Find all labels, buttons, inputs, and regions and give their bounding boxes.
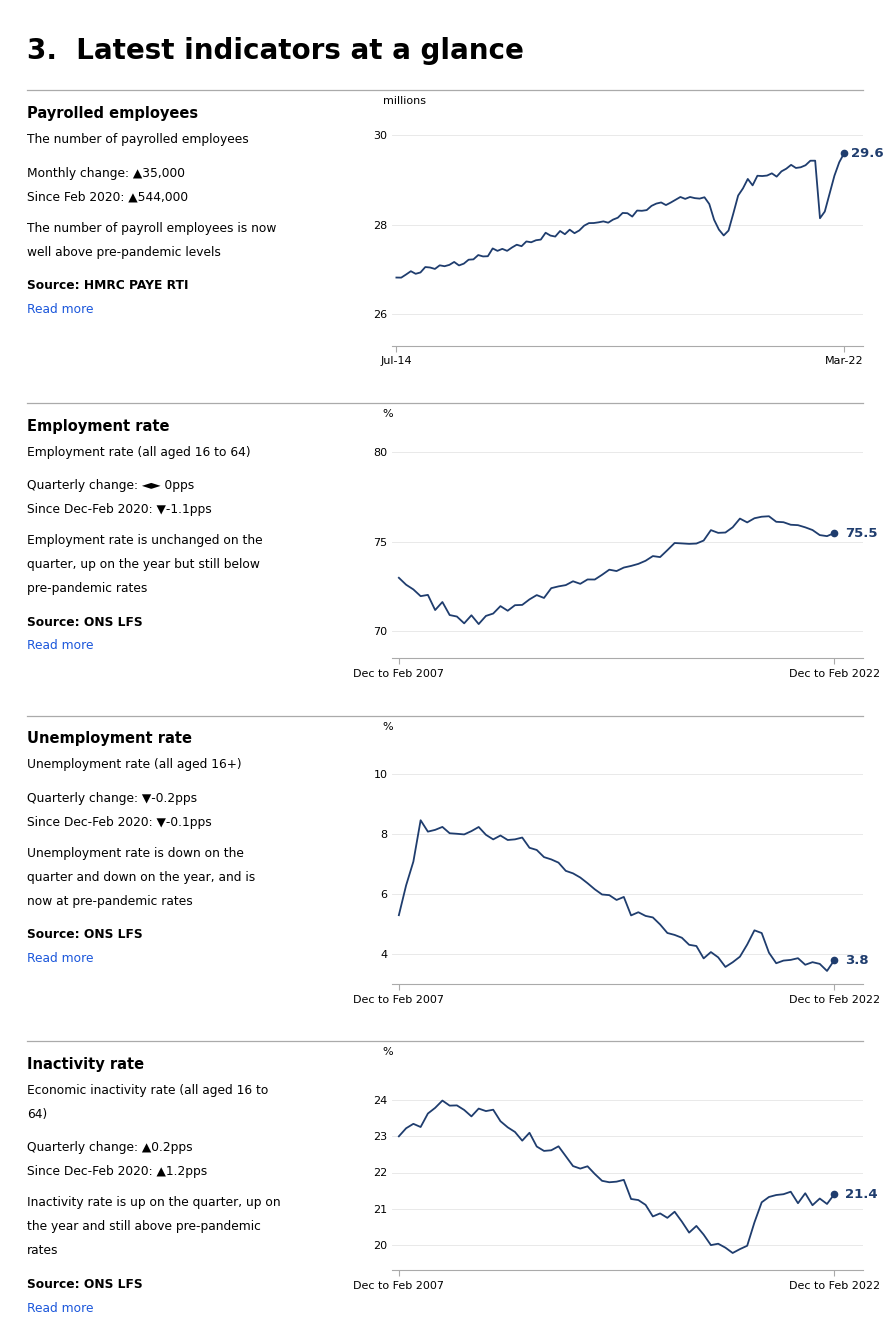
Text: Employment rate: Employment rate bbox=[27, 419, 169, 434]
Text: Read more: Read more bbox=[27, 1302, 93, 1315]
Text: Since Dec-Feb 2020: ▼-1.1pps: Since Dec-Feb 2020: ▼-1.1pps bbox=[27, 503, 212, 516]
Text: Unemployment rate (all aged 16+): Unemployment rate (all aged 16+) bbox=[27, 758, 241, 771]
Text: Quarterly change: ▼-0.2pps: Quarterly change: ▼-0.2pps bbox=[27, 791, 197, 805]
Text: quarter and down on the year, and is: quarter and down on the year, and is bbox=[27, 871, 255, 883]
Text: Unemployment rate is down on the: Unemployment rate is down on the bbox=[27, 847, 244, 859]
Text: quarter, up on the year but still below: quarter, up on the year but still below bbox=[27, 559, 260, 571]
Text: well above pre-pandemic levels: well above pre-pandemic levels bbox=[27, 246, 221, 258]
Text: Source: ONS LFS: Source: ONS LFS bbox=[27, 616, 142, 629]
Text: Since Dec-Feb 2020: ▲1.2pps: Since Dec-Feb 2020: ▲1.2pps bbox=[27, 1165, 207, 1178]
Text: Payrolled employees: Payrolled employees bbox=[27, 106, 198, 121]
Text: the year and still above pre-pandemic: the year and still above pre-pandemic bbox=[27, 1221, 261, 1233]
Text: Quarterly change: ▲0.2pps: Quarterly change: ▲0.2pps bbox=[27, 1141, 192, 1154]
Text: Source: HMRC PAYE RTI: Source: HMRC PAYE RTI bbox=[27, 279, 188, 293]
Text: The number of payroll employees is now: The number of payroll employees is now bbox=[27, 222, 276, 234]
Text: Source: ONS LFS: Source: ONS LFS bbox=[27, 928, 142, 942]
Text: The number of payrolled employees: The number of payrolled employees bbox=[27, 133, 248, 146]
Text: millions: millions bbox=[383, 96, 425, 106]
Text: Unemployment rate: Unemployment rate bbox=[27, 732, 191, 746]
Text: Since Dec-Feb 2020: ▼-0.1pps: Since Dec-Feb 2020: ▼-0.1pps bbox=[27, 815, 212, 829]
Text: Read more: Read more bbox=[27, 640, 93, 653]
Text: %: % bbox=[383, 408, 393, 419]
Text: Read more: Read more bbox=[27, 952, 93, 966]
Text: Economic inactivity rate (all aged 16 to: Economic inactivity rate (all aged 16 to bbox=[27, 1084, 268, 1097]
Text: Since Feb 2020: ▲544,000: Since Feb 2020: ▲544,000 bbox=[27, 190, 188, 203]
Text: 3.  Latest indicators at a glance: 3. Latest indicators at a glance bbox=[27, 37, 523, 65]
Text: 64): 64) bbox=[27, 1108, 47, 1121]
Text: rates: rates bbox=[27, 1245, 58, 1257]
Text: Quarterly change: ◄► 0pps: Quarterly change: ◄► 0pps bbox=[27, 479, 194, 492]
Text: now at pre-pandemic rates: now at pre-pandemic rates bbox=[27, 895, 192, 907]
Text: Source: ONS LFS: Source: ONS LFS bbox=[27, 1278, 142, 1291]
Text: Read more: Read more bbox=[27, 303, 93, 317]
Text: 29.6: 29.6 bbox=[851, 146, 884, 160]
Text: Inactivity rate is up on the quarter, up on: Inactivity rate is up on the quarter, up… bbox=[27, 1197, 280, 1209]
Text: Employment rate (all aged 16 to 64): Employment rate (all aged 16 to 64) bbox=[27, 446, 250, 459]
Text: 3.8: 3.8 bbox=[846, 954, 869, 967]
Text: Inactivity rate: Inactivity rate bbox=[27, 1057, 144, 1072]
Text: Employment rate is unchanged on the: Employment rate is unchanged on the bbox=[27, 535, 263, 547]
Text: 21.4: 21.4 bbox=[846, 1188, 878, 1201]
Text: 75.5: 75.5 bbox=[846, 527, 878, 540]
Text: %: % bbox=[383, 1047, 393, 1057]
Text: Monthly change: ▲35,000: Monthly change: ▲35,000 bbox=[27, 166, 185, 180]
Text: %: % bbox=[383, 721, 393, 732]
Text: pre-pandemic rates: pre-pandemic rates bbox=[27, 583, 147, 595]
